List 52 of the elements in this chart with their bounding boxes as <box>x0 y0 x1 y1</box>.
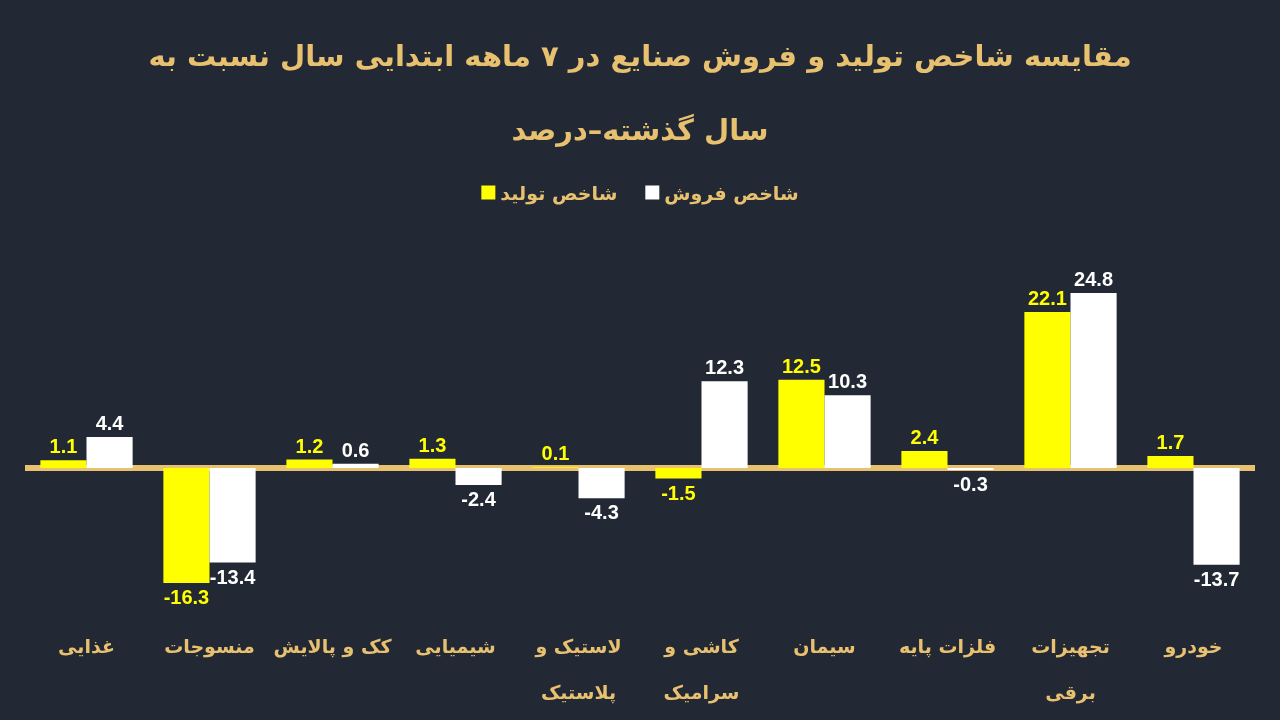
x-tick-label: منسوجات <box>164 635 255 658</box>
bar <box>409 458 456 468</box>
bar <box>1193 467 1240 565</box>
data-label: 12.5 <box>781 354 821 377</box>
bar <box>578 467 625 499</box>
data-label: 2.4 <box>910 426 940 449</box>
bar <box>40 460 87 468</box>
legend-label: شاخص تولید <box>500 181 618 205</box>
x-tick-label: شیمیایی <box>415 635 496 657</box>
bar <box>701 381 748 468</box>
data-label: 10.3 <box>828 370 868 393</box>
category-label: لاستیک و پلاستیک <box>535 635 622 703</box>
bar <box>947 467 994 471</box>
data-label: -0.3 <box>953 473 988 496</box>
data-label: 4.4 <box>95 411 125 434</box>
bar <box>332 463 379 468</box>
bar <box>824 395 871 468</box>
bar <box>1147 455 1194 468</box>
chart-title: مقایسه شاخص تولید و فروش صنایع در ۷ ماهه ابتدایی سال نسبت به سال گذشته–درصد <box>148 39 1132 147</box>
bar <box>455 467 502 485</box>
data-label: 22.1 <box>1027 287 1067 310</box>
data-label: 12.3 <box>705 356 745 379</box>
legend-label: شاخص فروش <box>664 181 799 205</box>
data-label: 0.1 <box>541 442 570 465</box>
data-label: 0.6 <box>341 438 370 461</box>
x-tick-label: فلزات پایه <box>898 635 997 658</box>
data-label: -4.3 <box>584 501 619 524</box>
bar <box>286 459 333 468</box>
bar <box>655 467 702 479</box>
bar <box>1070 293 1117 468</box>
x-tick-label: سیمان <box>793 635 856 657</box>
data-label: -13.4 <box>209 565 257 588</box>
data-label: -16.3 <box>163 586 210 608</box>
data-label: 1.7 <box>1156 430 1185 453</box>
x-tick-label: غذایی <box>58 635 115 657</box>
data-label: -1.5 <box>661 481 696 504</box>
data-label: 24.8 <box>1074 268 1114 290</box>
bar <box>778 379 825 468</box>
x-tick-label: کک و پالایش <box>273 635 393 658</box>
bar <box>86 436 133 468</box>
data-label: 1.2 <box>295 434 324 457</box>
bar <box>1024 312 1071 468</box>
bar <box>209 467 256 563</box>
category-label: کاشی و سرامیک <box>663 635 740 703</box>
x-tick-label: خودرو <box>1163 635 1223 658</box>
data-label: 1.3 <box>418 433 447 456</box>
data-label: -2.4 <box>461 487 497 510</box>
category-label: تجهیزات برقی <box>1031 635 1110 703</box>
data-label: 1.1 <box>49 435 78 458</box>
data-label: -13.7 <box>1193 567 1240 590</box>
bar <box>163 467 210 583</box>
bar <box>901 451 948 468</box>
